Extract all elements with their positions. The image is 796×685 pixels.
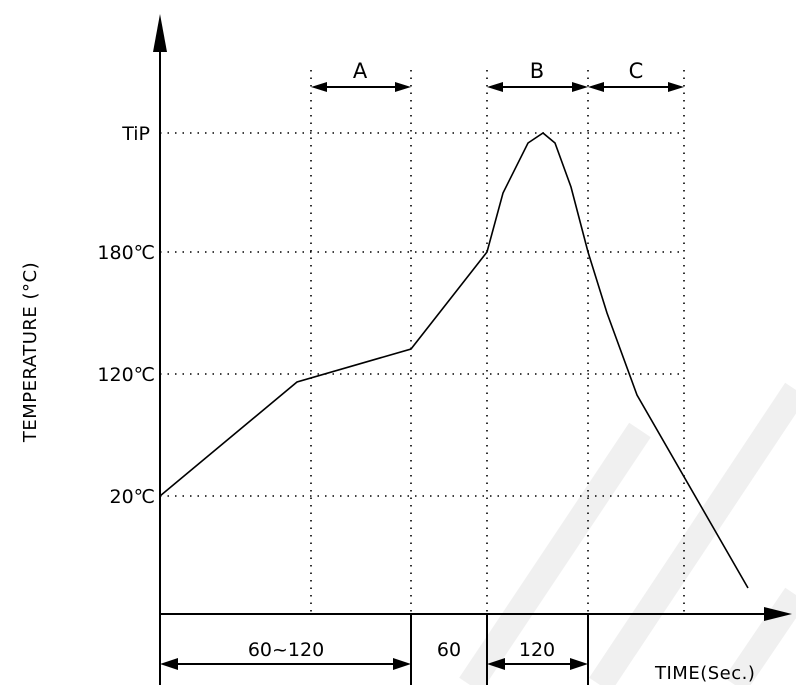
- y-tick-label-tip: TiP: [121, 123, 150, 145]
- watermark-stroke: [459, 422, 651, 685]
- vertical-grid: [310, 70, 685, 614]
- y-axis-arrow: [153, 14, 167, 52]
- zone-c-arrow-right: [668, 82, 684, 92]
- zone-label-a: A: [353, 59, 368, 83]
- zone-b-arrow-left: [487, 82, 503, 92]
- watermark: [459, 382, 796, 685]
- y-tick-label-20: 20℃: [109, 486, 155, 508]
- zone-b-arrow-right: [572, 82, 588, 92]
- zone-c-arrow-left: [588, 82, 604, 92]
- zone-a-arrow-right: [395, 82, 411, 92]
- zone-label-b: B: [530, 59, 544, 83]
- watermark-stroke: [724, 587, 796, 685]
- zone-label-c: C: [629, 59, 644, 83]
- horizontal-grid: [160, 132, 684, 497]
- duration-dividers: [410, 614, 589, 685]
- duration-label-reflow: 120: [519, 639, 555, 661]
- axes: [159, 50, 766, 685]
- temperature-profile-curve: [159, 132, 749, 589]
- zone-arrows: [311, 82, 684, 92]
- y-axis-title: TEMPERATURE (°C): [20, 262, 41, 443]
- x-axis-arrow: [764, 607, 792, 621]
- duration-arrow-3-right: [570, 658, 588, 670]
- y-tick-label-120: 120℃: [97, 364, 155, 386]
- duration-arrow-1-right: [393, 658, 411, 670]
- watermark-stroke: [589, 382, 796, 685]
- duration-arrow-3-left: [487, 658, 505, 670]
- duration-arrows: [160, 658, 588, 670]
- duration-label-soak: 60: [437, 639, 461, 661]
- y-tick-label-180: 180℃: [97, 242, 155, 264]
- zone-a-arrow-left: [311, 82, 327, 92]
- x-axis-title: TIME(Sec.): [654, 663, 755, 684]
- duration-label-preheat: 60~120: [248, 639, 324, 661]
- duration-arrow-1-left: [160, 658, 178, 670]
